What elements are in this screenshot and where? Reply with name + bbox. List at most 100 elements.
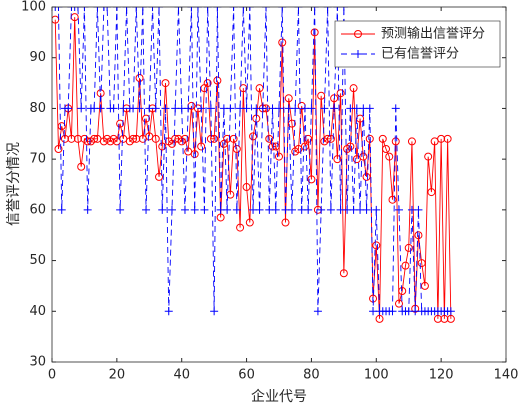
- point: [64, 104, 73, 113]
- point: [232, 205, 241, 214]
- point: [446, 314, 455, 323]
- point: [310, 7, 319, 11]
- point: [96, 104, 105, 113]
- point: [90, 134, 99, 143]
- point: [440, 314, 449, 323]
- point: [226, 104, 235, 113]
- point: [229, 134, 238, 143]
- point: [242, 183, 251, 192]
- x-tick-label: 140: [494, 368, 519, 383]
- point: [164, 307, 173, 316]
- point: [414, 205, 423, 214]
- point: [122, 7, 131, 11]
- point: [184, 104, 193, 113]
- point: [83, 205, 92, 214]
- point: [317, 205, 326, 214]
- point: [73, 134, 82, 143]
- point: [307, 104, 316, 113]
- point: [142, 114, 151, 123]
- point: [180, 205, 189, 214]
- point: [407, 137, 416, 146]
- point: [372, 205, 381, 214]
- point: [404, 243, 413, 252]
- point: [174, 7, 183, 11]
- y-tick-label: 80: [29, 101, 46, 116]
- point: [414, 231, 423, 240]
- point: [346, 142, 355, 151]
- point: [190, 150, 199, 159]
- point: [278, 7, 287, 11]
- x-tick-label: 60: [238, 368, 255, 383]
- point: [382, 145, 391, 153]
- point: [138, 7, 147, 11]
- point: [93, 7, 102, 11]
- point: [151, 134, 160, 143]
- point: [155, 7, 164, 11]
- point: [281, 218, 290, 227]
- point: [54, 7, 63, 11]
- point: [158, 205, 167, 214]
- y-axis-label: 信誉评分情况: [6, 142, 22, 226]
- point: [116, 119, 125, 128]
- point: [197, 104, 206, 113]
- point: [323, 7, 332, 11]
- point: [187, 7, 196, 11]
- y-tick-label: 50: [29, 253, 46, 268]
- point: [287, 119, 296, 128]
- point: [213, 7, 222, 11]
- point: [151, 104, 160, 113]
- point: [320, 104, 329, 113]
- point: [190, 205, 199, 214]
- point: [378, 134, 387, 143]
- point: [193, 7, 202, 11]
- x-tick-label: 0: [48, 368, 56, 383]
- y-tick-label: 100: [21, 0, 46, 15]
- point: [135, 74, 144, 82]
- point: [132, 134, 141, 143]
- point: [317, 91, 326, 100]
- point: [167, 205, 176, 214]
- point: [313, 307, 322, 316]
- point: [203, 79, 212, 88]
- y-tick-label: 30: [29, 355, 46, 370]
- point: [242, 104, 251, 113]
- point: [223, 134, 232, 143]
- y-tick-label: 40: [29, 304, 46, 319]
- point: [304, 134, 313, 143]
- point: [239, 7, 248, 11]
- point: [339, 269, 348, 278]
- point: [291, 104, 300, 113]
- axes-frame: [51, 6, 507, 363]
- point: [333, 7, 342, 11]
- point: [278, 38, 287, 47]
- point: [287, 205, 296, 214]
- point: [443, 134, 452, 143]
- point: [323, 134, 332, 143]
- x-tick-label: 40: [173, 368, 190, 383]
- point: [398, 287, 407, 295]
- point: [161, 79, 170, 88]
- x-tick-label: 120: [429, 368, 454, 383]
- point: [375, 314, 384, 323]
- point: [229, 7, 238, 11]
- point: [262, 7, 271, 11]
- point: [77, 162, 86, 171]
- point: [223, 205, 232, 214]
- point: [112, 7, 121, 11]
- point: [275, 104, 283, 113]
- point: [446, 307, 455, 316]
- point: [271, 142, 280, 151]
- legend-label: 已有信誉评分: [381, 47, 459, 62]
- point: [310, 28, 319, 37]
- point: [427, 188, 436, 197]
- point: [365, 104, 374, 113]
- point: [336, 89, 345, 98]
- point: [326, 205, 335, 214]
- point: [372, 241, 381, 250]
- point: [116, 205, 125, 214]
- point: [60, 134, 69, 143]
- point: [339, 7, 348, 11]
- point: [132, 7, 141, 11]
